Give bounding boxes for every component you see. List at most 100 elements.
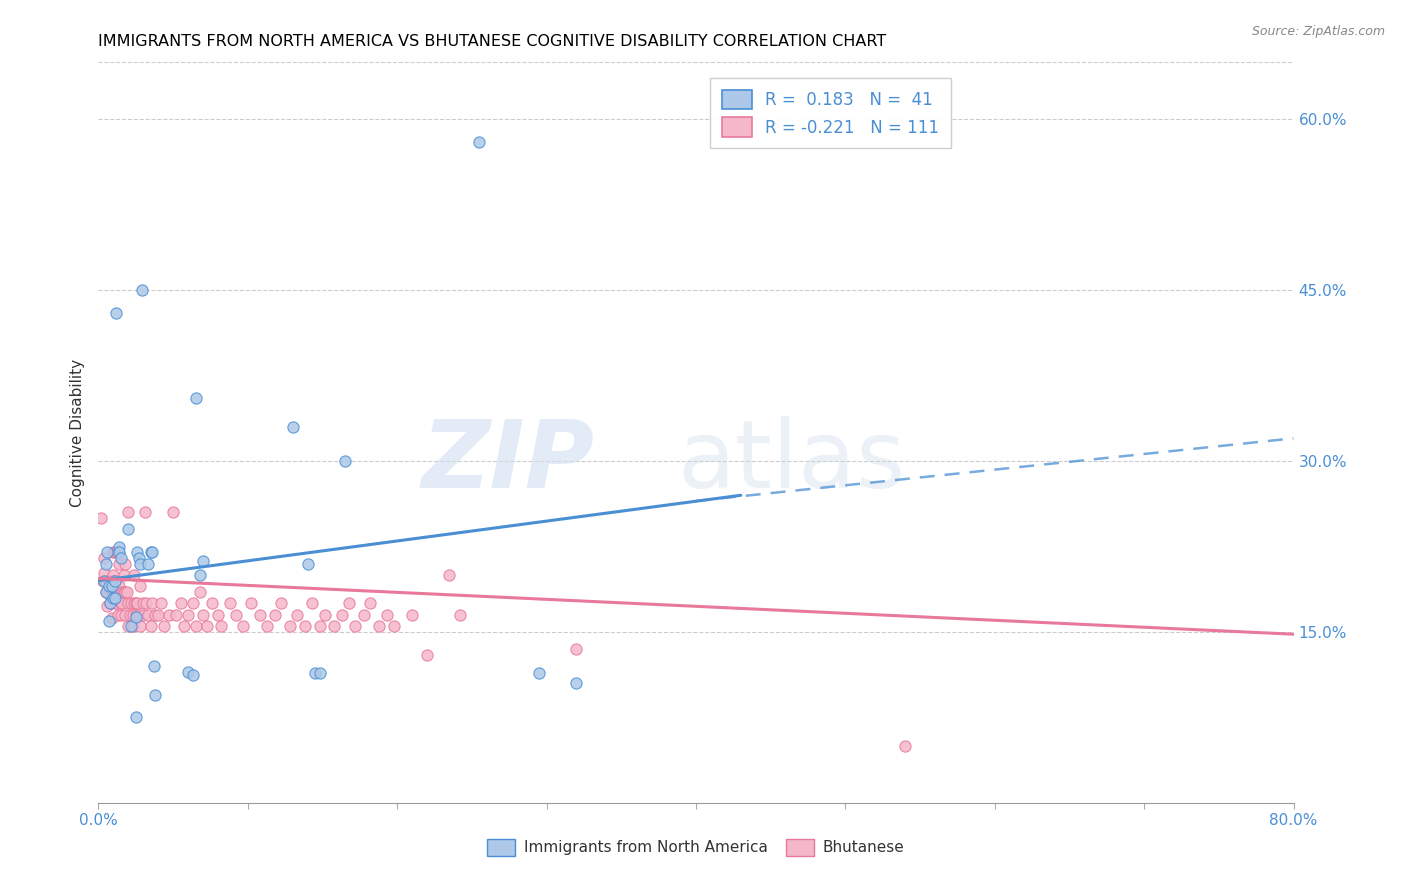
Point <box>165 607 187 622</box>
Point <box>125 597 148 611</box>
Point <box>894 739 917 753</box>
Point <box>281 420 304 434</box>
Point <box>103 574 125 588</box>
Point <box>105 585 128 599</box>
Point <box>105 306 128 320</box>
Y-axis label: Cognitive Disability: Cognitive Disability <box>69 359 84 507</box>
Point <box>177 665 200 679</box>
Point <box>117 619 139 633</box>
Point <box>114 557 136 571</box>
Point <box>121 607 143 622</box>
Point <box>125 610 148 624</box>
Point <box>105 597 128 611</box>
Point <box>468 135 491 149</box>
Point <box>136 557 159 571</box>
Point <box>97 579 120 593</box>
Point <box>239 597 262 611</box>
Point <box>330 607 353 622</box>
Point <box>104 545 127 559</box>
Point <box>107 585 129 599</box>
Point <box>368 619 391 633</box>
Text: IMMIGRANTS FROM NORTH AMERICA VS BHUTANESE COGNITIVE DISABILITY CORRELATION CHAR: IMMIGRANTS FROM NORTH AMERICA VS BHUTANE… <box>98 34 887 49</box>
Point <box>118 607 141 622</box>
Point <box>104 591 127 605</box>
Point <box>359 597 381 611</box>
Point <box>439 568 461 582</box>
Text: Source: ZipAtlas.com: Source: ZipAtlas.com <box>1251 25 1385 38</box>
Point <box>209 619 232 633</box>
Point <box>150 597 173 611</box>
Point <box>128 550 150 565</box>
Point <box>108 579 131 593</box>
Point <box>249 607 271 622</box>
Point <box>207 607 229 622</box>
Point <box>315 607 337 622</box>
Point <box>148 607 170 622</box>
Point <box>94 557 117 571</box>
Point <box>323 619 346 633</box>
Point <box>112 585 135 599</box>
Point <box>108 557 131 571</box>
Point <box>153 619 176 633</box>
Point <box>108 545 131 559</box>
Point <box>96 585 118 599</box>
Point <box>117 523 139 537</box>
Point <box>143 688 166 702</box>
Point <box>285 607 308 622</box>
Point <box>97 587 120 601</box>
Point <box>181 597 204 611</box>
Point <box>256 619 278 633</box>
Point <box>117 597 139 611</box>
Point <box>177 607 200 622</box>
Point <box>132 607 155 622</box>
Point <box>141 545 163 559</box>
Point <box>107 607 129 622</box>
Point <box>96 545 118 559</box>
Point <box>104 574 127 588</box>
Point <box>127 545 149 559</box>
Point <box>98 597 122 611</box>
Point <box>565 642 588 657</box>
Point <box>103 591 125 605</box>
Point <box>103 585 125 599</box>
Point <box>120 597 142 611</box>
Point <box>104 589 127 603</box>
Point <box>201 597 224 611</box>
Point <box>219 597 242 611</box>
Point <box>527 665 550 680</box>
Point <box>184 619 207 633</box>
Point <box>141 597 163 611</box>
Point <box>308 665 330 680</box>
Point <box>134 505 156 519</box>
Point <box>112 568 135 582</box>
Text: ZIP: ZIP <box>422 417 595 508</box>
Point <box>111 597 134 611</box>
Point <box>294 619 316 633</box>
Point <box>128 607 150 622</box>
Point <box>135 597 157 611</box>
Point <box>401 607 423 622</box>
Point <box>131 283 153 297</box>
Point <box>191 607 214 622</box>
Point <box>344 619 367 633</box>
Point <box>142 659 165 673</box>
Point <box>96 599 118 613</box>
Point <box>169 597 191 611</box>
Point <box>191 554 214 568</box>
Point <box>103 568 125 582</box>
Legend: Immigrants from North America, Bhutanese: Immigrants from North America, Bhutanese <box>481 833 911 862</box>
Point <box>129 579 152 593</box>
Point <box>90 511 112 525</box>
Point <box>270 597 292 611</box>
Point <box>110 607 132 622</box>
Point <box>565 676 588 690</box>
Point <box>143 607 166 622</box>
Point <box>104 574 127 588</box>
Text: atlas: atlas <box>678 417 905 508</box>
Point <box>333 454 356 468</box>
Point <box>304 665 326 680</box>
Point <box>139 545 162 559</box>
Point <box>101 611 124 625</box>
Point <box>94 585 117 599</box>
Point <box>105 597 128 611</box>
